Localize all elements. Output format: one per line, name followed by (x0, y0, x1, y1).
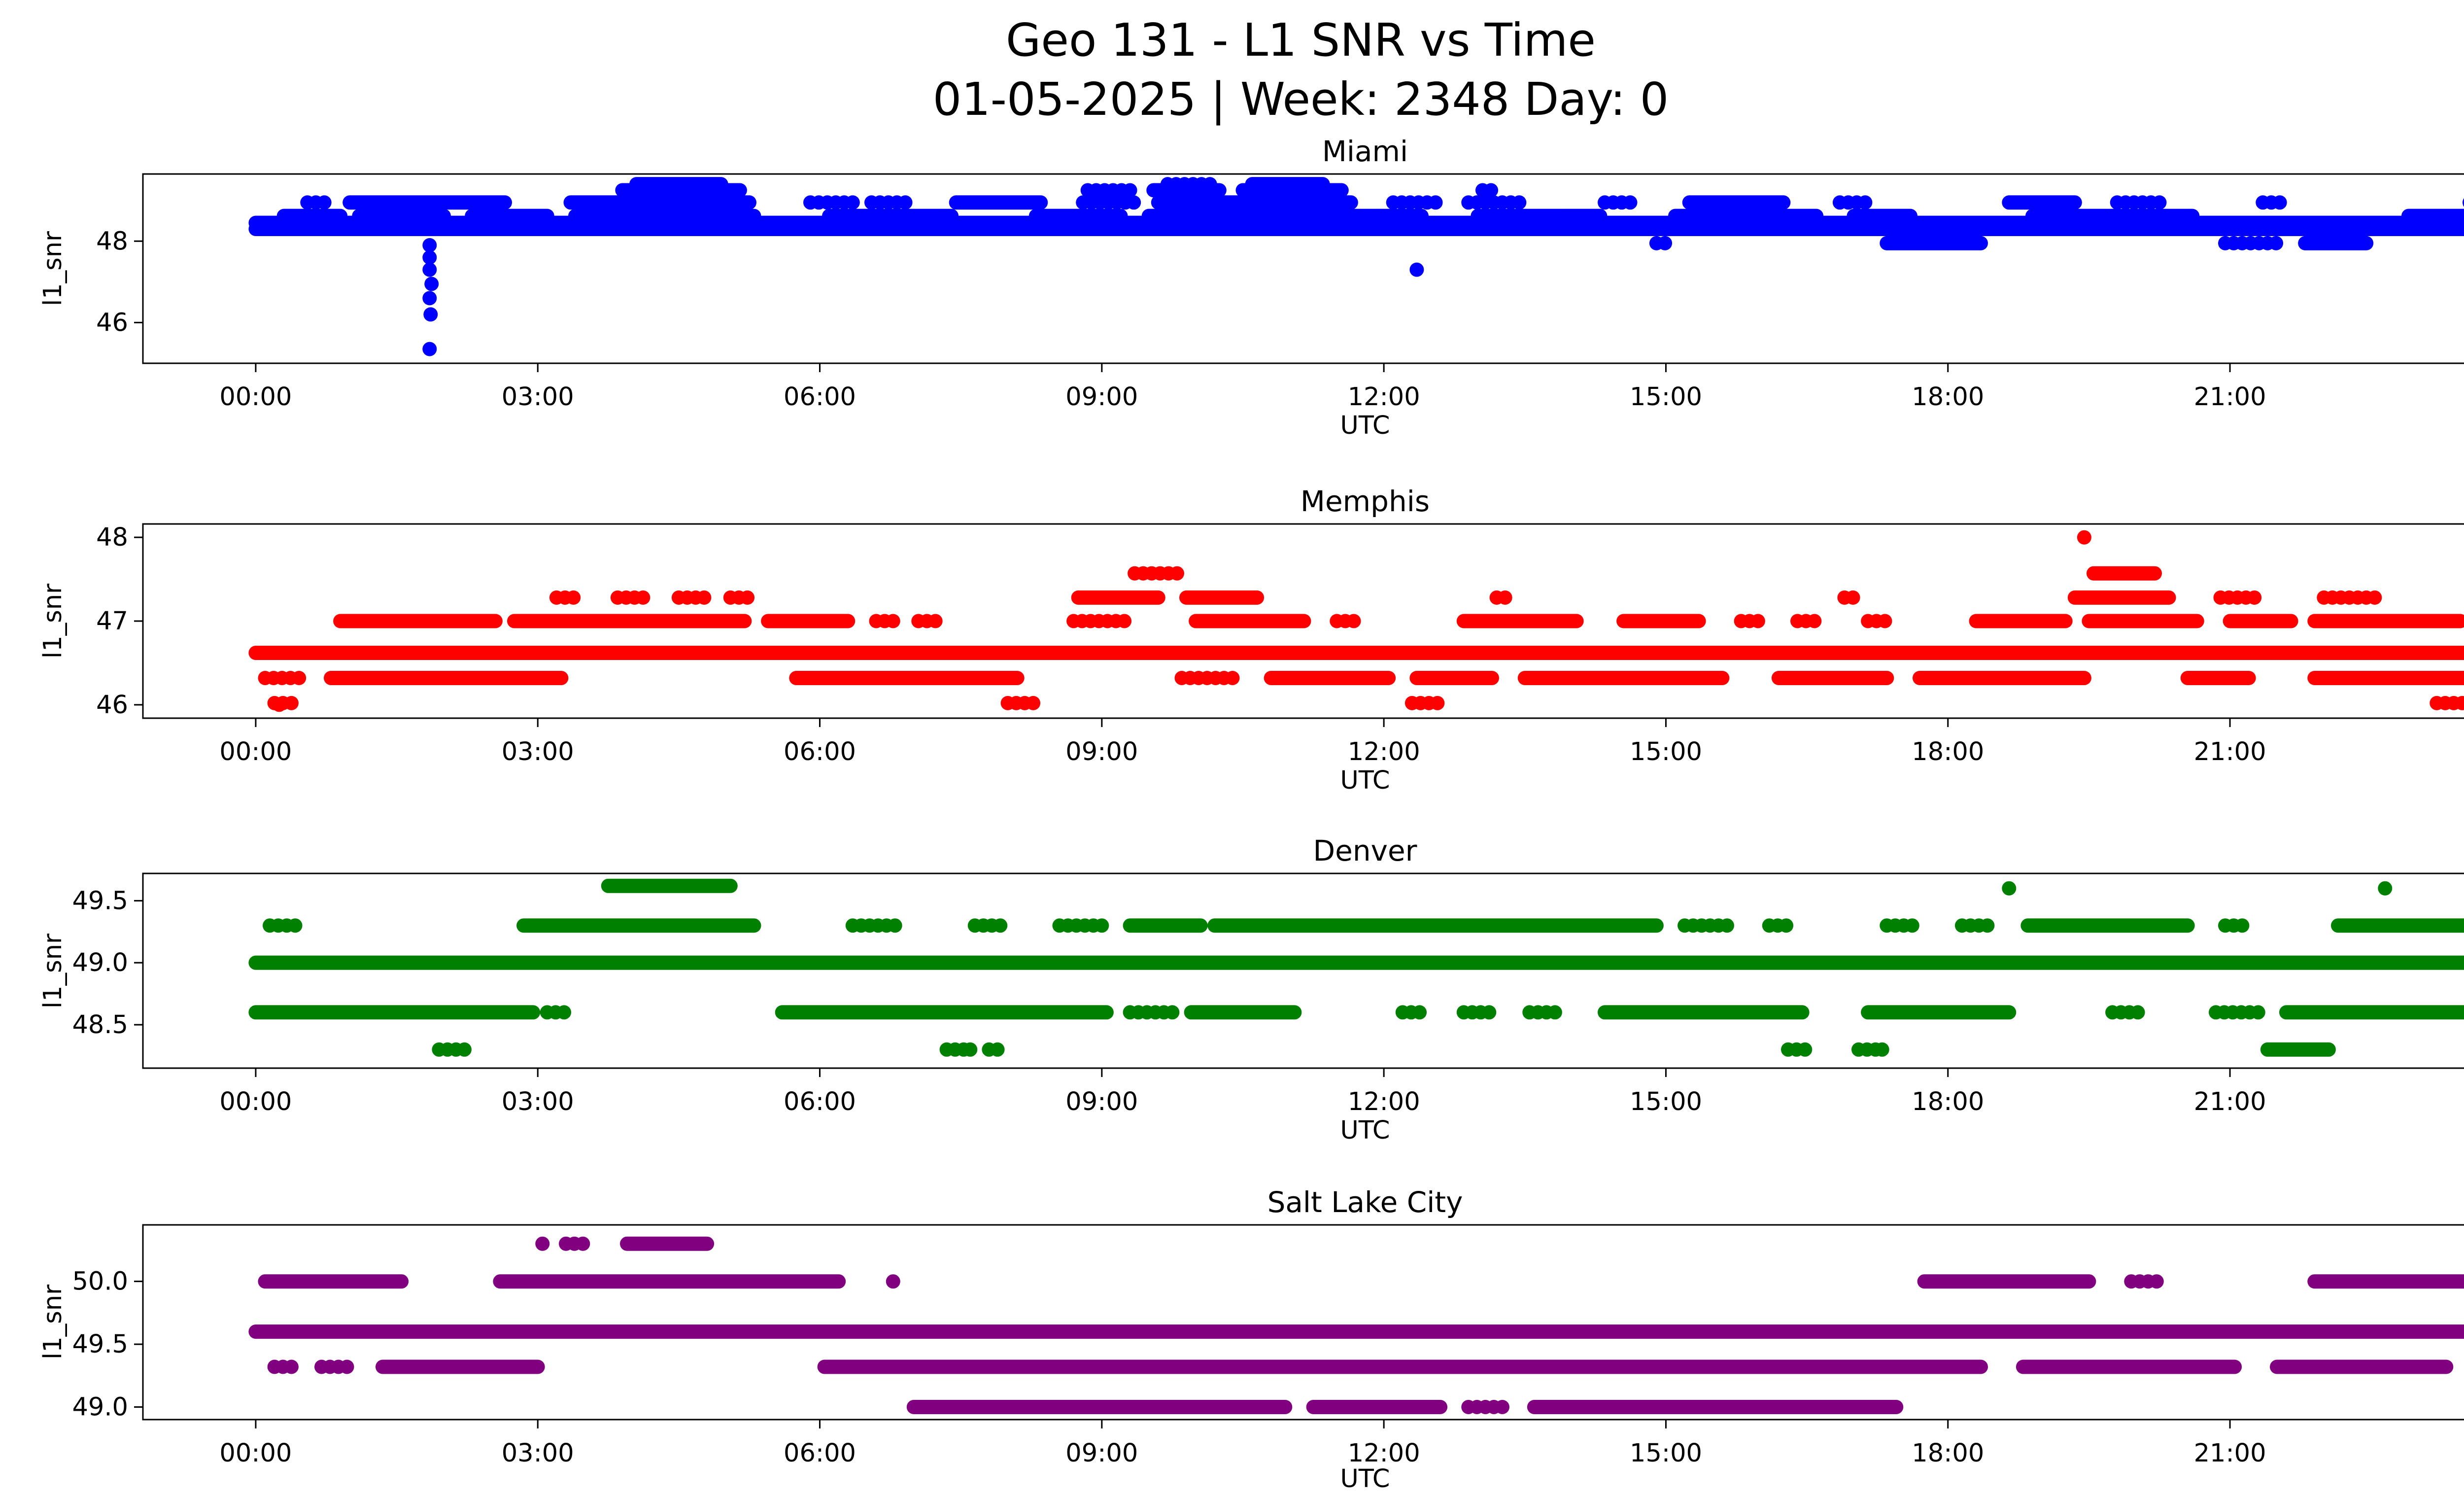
y-axis-label-denver: l1_snr (38, 934, 68, 1008)
x-tick-label: 00:00 (219, 737, 292, 766)
subplot-title-denver: Denver (1313, 834, 1417, 868)
y-tick-label: 48 (96, 523, 128, 552)
x-tick-labels-memphis: 00:00 03:00 06:00 09:00 12:00 15:00 18:00 21:00… (219, 718, 2266, 766)
y-axis-label-memphis: l1_snr (38, 584, 68, 659)
x-tick-label: 18:00 (1912, 382, 1984, 412)
subplot-title-miami: Miami (1322, 135, 1408, 168)
x-tick-label: 21:00 (2194, 382, 2266, 412)
x-tick-label: 06:00 (784, 1439, 856, 1468)
x-tick-label: 12:00 (1348, 1087, 1420, 1116)
scatter-series-memphis (248, 530, 2464, 712)
x-tick-label: 21:00 (2194, 737, 2266, 766)
x-tick-label: 06:00 (784, 382, 856, 412)
axes-frame-denver (142, 872, 2464, 1069)
axes-frame-salt-lake-city (142, 1224, 2464, 1421)
y-axis-label-miami: l1_snr (38, 231, 68, 306)
figure-title: Geo 131 - L1 SNR vs Time (1006, 14, 1596, 67)
y-tick-label: 50.0 (72, 1267, 128, 1296)
x-axis-label-memphis: UTC (1340, 766, 1390, 795)
y-tick-label: 49.0 (72, 1393, 128, 1422)
y-tick-label: 49.5 (72, 886, 128, 915)
y-tick-label: 47 (96, 607, 128, 636)
x-tick-label: 12:00 (1348, 382, 1420, 412)
x-tick-label: 21:00 (2194, 1087, 2266, 1116)
x-tick-label: 03:00 (502, 1439, 574, 1468)
x-tick-label: 09:00 (1065, 1087, 1138, 1116)
x-tick-label: 03:00 (502, 382, 574, 412)
x-tick-label: 15:00 (1630, 737, 1702, 766)
x-tick-label: 09:00 (1065, 382, 1138, 412)
y-tick-labels-salt-lake-city: 49.0 49.5 50.0 (72, 1267, 143, 1422)
y-axis-label-salt-lake-city: l1_snr (38, 1285, 68, 1359)
x-tick-label: 21:00 (2194, 1439, 2266, 1468)
x-axis-label-denver: UTC (1340, 1116, 1390, 1145)
x-tick-label: 06:00 (784, 737, 856, 766)
x-tick-label: 06:00 (784, 1087, 856, 1116)
y-tick-labels-denver: 48.5 49.0 49.5 (72, 886, 143, 1040)
x-tick-label: 15:00 (1630, 1087, 1702, 1116)
x-tick-label: 00:00 (219, 382, 292, 412)
y-tick-label: 49.0 (72, 948, 128, 977)
x-tick-labels-miami: 00:00 03:00 06:00 09:00 12:00 15:00 18:00 21:00… (219, 363, 2266, 412)
x-axis-label-salt-lake-city: UTC (1340, 1464, 1390, 1494)
scatter-series-denver (248, 878, 2464, 1057)
axes-frame-miami (142, 173, 2464, 364)
x-tick-label: 00:00 (219, 1439, 292, 1468)
x-tick-label: 12:00 (1348, 1439, 1420, 1468)
x-tick-label: 18:00 (1912, 737, 1984, 766)
y-tick-labels-miami: 46 48 (96, 227, 143, 337)
x-tick-label: 18:00 (1912, 1439, 1984, 1468)
x-tick-label: 18:00 (1912, 1087, 1984, 1116)
x-tick-label: 15:00 (1630, 1439, 1702, 1468)
subplot-denver: 00:00 03:00 06:00 09:00 12:00 15:00 18:00 21:00… (72, 872, 2464, 1116)
x-axis-label-miami: UTC (1340, 411, 1390, 440)
x-tick-label: 09:00 (1065, 737, 1138, 766)
x-tick-labels-salt-lake-city: 00:00 03:00 06:00 09:00 12:00 15:00 18:00 21:00… (219, 1420, 2266, 1468)
y-tick-label: 49.5 (72, 1330, 128, 1359)
figure-subtitle: 01-05-2025 | Week: 2348 Day: 0 (932, 73, 1669, 126)
subplot-title-memphis: Memphis (1300, 485, 1430, 518)
x-tick-label: 00:00 (219, 1087, 292, 1116)
subplot-salt-lake-city: 00:00 03:00 06:00 09:00 12:00 15:00 18:00 21:00… (72, 1224, 2464, 1468)
y-tick-label: 48 (96, 227, 128, 256)
subplot-title-salt-lake-city: Salt Lake City (1267, 1185, 1463, 1219)
y-tick-labels-memphis: 46 47 48 (96, 523, 143, 720)
y-tick-label: 46 (96, 691, 128, 720)
subplot-memphis: 00:00 03:00 06:00 09:00 12:00 15:00 18:00 21:00… (96, 523, 2464, 766)
scatter-series-salt-lake-city (248, 1236, 2464, 1414)
y-tick-label: 48.5 (72, 1010, 128, 1040)
x-tick-label: 03:00 (502, 1087, 574, 1116)
x-tick-label: 12:00 (1348, 737, 1420, 766)
x-tick-label: 03:00 (502, 737, 574, 766)
subplot-miami: 00:00 03:00 06:00 09:00 12:00 15:00 18:00 21:00… (96, 173, 2464, 412)
x-tick-label: 15:00 (1630, 382, 1702, 412)
x-tick-label: 09:00 (1065, 1439, 1138, 1468)
scatter-series-miami (248, 177, 2464, 356)
x-tick-labels-denver: 00:00 03:00 06:00 09:00 12:00 15:00 18:00 21:00… (219, 1068, 2266, 1116)
y-tick-label: 46 (96, 308, 128, 337)
